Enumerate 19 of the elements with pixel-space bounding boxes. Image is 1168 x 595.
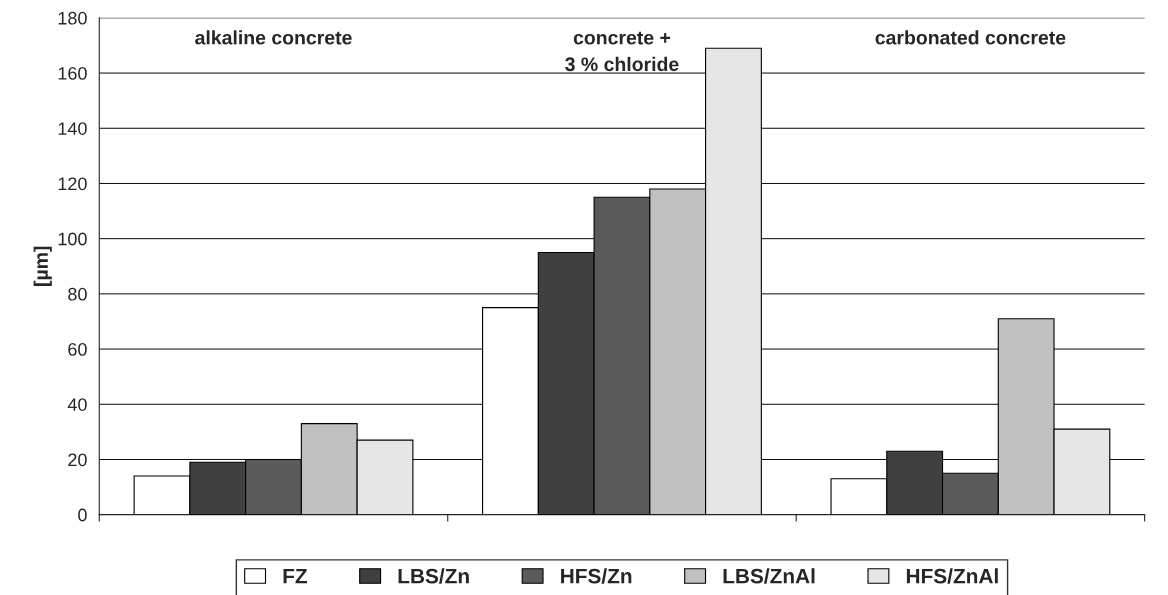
y-tick-label: 140 bbox=[58, 122, 87, 135]
x-tick-label: alkaline concrete bbox=[195, 30, 352, 45]
y-tick-label: 40 bbox=[67, 398, 87, 411]
legend-label: HFS/Zn bbox=[561, 568, 632, 584]
legend-label: LBS/ZnAl bbox=[723, 568, 815, 584]
x-tick-label: concrete + 3 % chloride bbox=[565, 31, 679, 72]
legend-label: HFS/ZnAl bbox=[906, 568, 998, 584]
y-tick-label: 120 bbox=[58, 177, 87, 191]
y-tick-label: 60 bbox=[68, 343, 87, 356]
y-tick-label: 100 bbox=[58, 232, 87, 246]
y-tick-label: 0 bbox=[78, 508, 87, 522]
y-tick-label: 180 bbox=[58, 11, 87, 25]
x-tick-label: carbonated concrete bbox=[875, 30, 1066, 45]
y-axis-title: [µm] bbox=[33, 246, 52, 286]
y-tick-label: 20 bbox=[68, 453, 87, 467]
legend-label: LBS/Zn bbox=[398, 568, 469, 584]
y-tick-label: 160 bbox=[58, 66, 87, 80]
legend-label: FZ bbox=[283, 568, 308, 584]
y-tick-label: 80 bbox=[68, 287, 87, 301]
